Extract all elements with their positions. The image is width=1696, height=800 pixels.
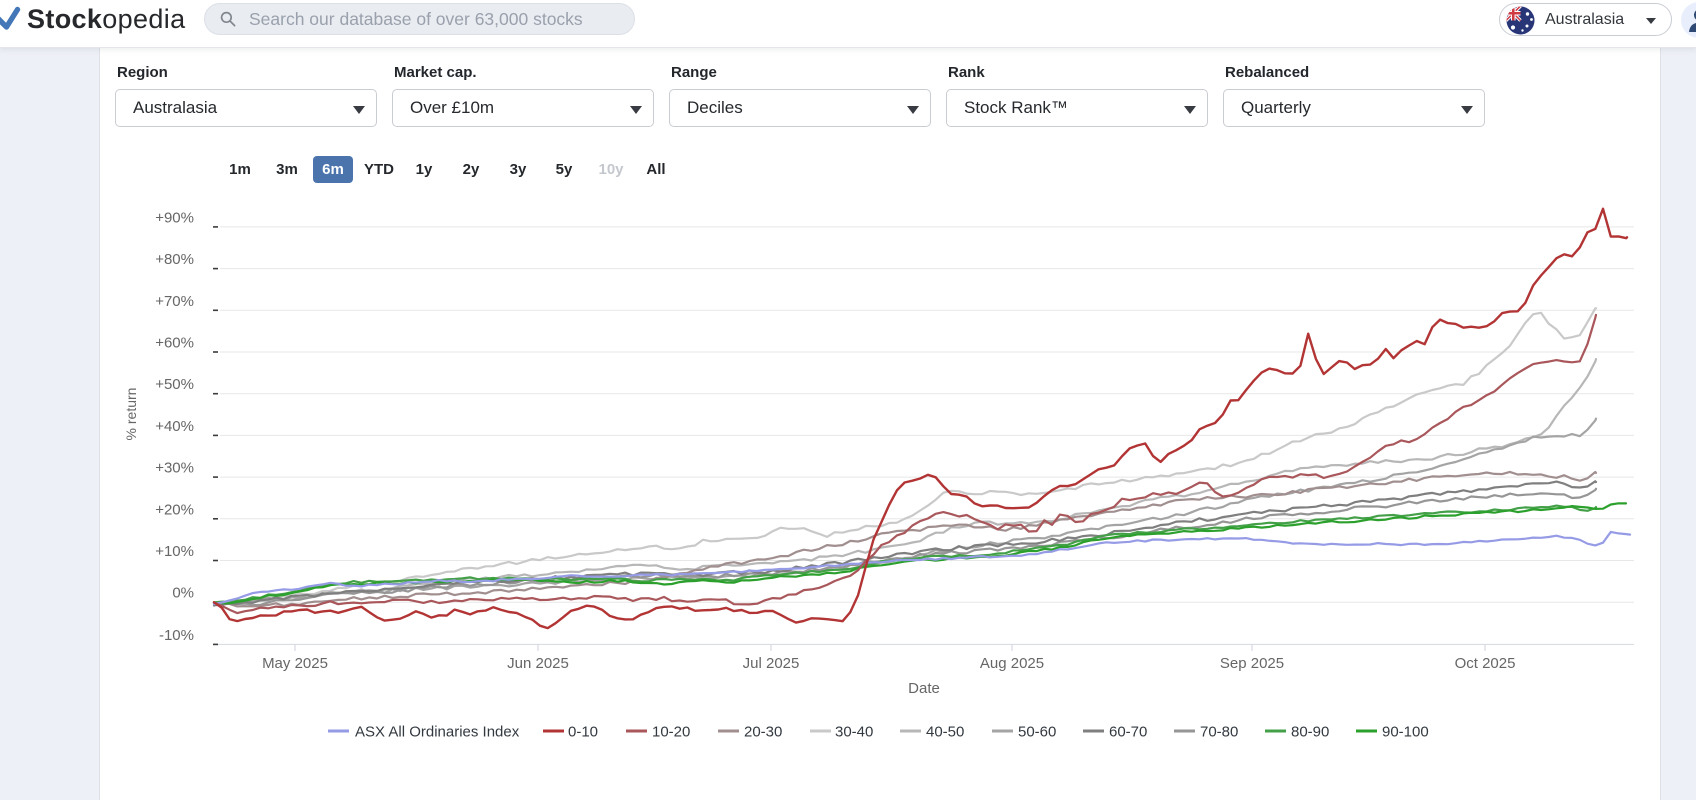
svg-text:May 2025: May 2025 — [262, 655, 328, 672]
svg-text:0%: 0% — [172, 585, 194, 602]
svg-text:+20%: +20% — [155, 501, 194, 518]
svg-text:ASX All Ordinaries Index: ASX All Ordinaries Index — [355, 724, 520, 741]
svg-text:Jun 2025: Jun 2025 — [507, 655, 569, 672]
svg-text:Oct 2025: Oct 2025 — [1455, 655, 1516, 672]
svg-text:90-100: 90-100 — [1382, 724, 1429, 741]
svg-text:Date: Date — [908, 680, 940, 697]
svg-text:Jul 2025: Jul 2025 — [743, 655, 800, 672]
svg-text:% return: % return — [123, 388, 139, 441]
svg-text:40-50: 40-50 — [926, 724, 964, 741]
svg-text:Sep 2025: Sep 2025 — [1220, 655, 1284, 672]
svg-text:10-20: 10-20 — [652, 724, 690, 741]
svg-text:+30%: +30% — [155, 460, 194, 477]
svg-text:30-40: 30-40 — [835, 724, 873, 741]
svg-text:70-80: 70-80 — [1200, 724, 1238, 741]
svg-text:0-10: 0-10 — [568, 724, 598, 741]
svg-text:+50%: +50% — [155, 376, 194, 393]
svg-text:+40%: +40% — [155, 418, 194, 435]
svg-text:60-70: 60-70 — [1109, 724, 1147, 741]
svg-text:20-30: 20-30 — [744, 724, 782, 741]
svg-text:+10%: +10% — [155, 543, 194, 560]
svg-text:+80%: +80% — [155, 251, 194, 268]
svg-text:Aug 2025: Aug 2025 — [980, 655, 1044, 672]
svg-text:80-90: 80-90 — [1291, 724, 1329, 741]
svg-text:+70%: +70% — [155, 293, 194, 310]
svg-text:50-60: 50-60 — [1018, 724, 1056, 741]
svg-text:+60%: +60% — [155, 335, 194, 352]
svg-text:-10%: -10% — [159, 627, 194, 644]
svg-text:+90%: +90% — [155, 209, 194, 226]
